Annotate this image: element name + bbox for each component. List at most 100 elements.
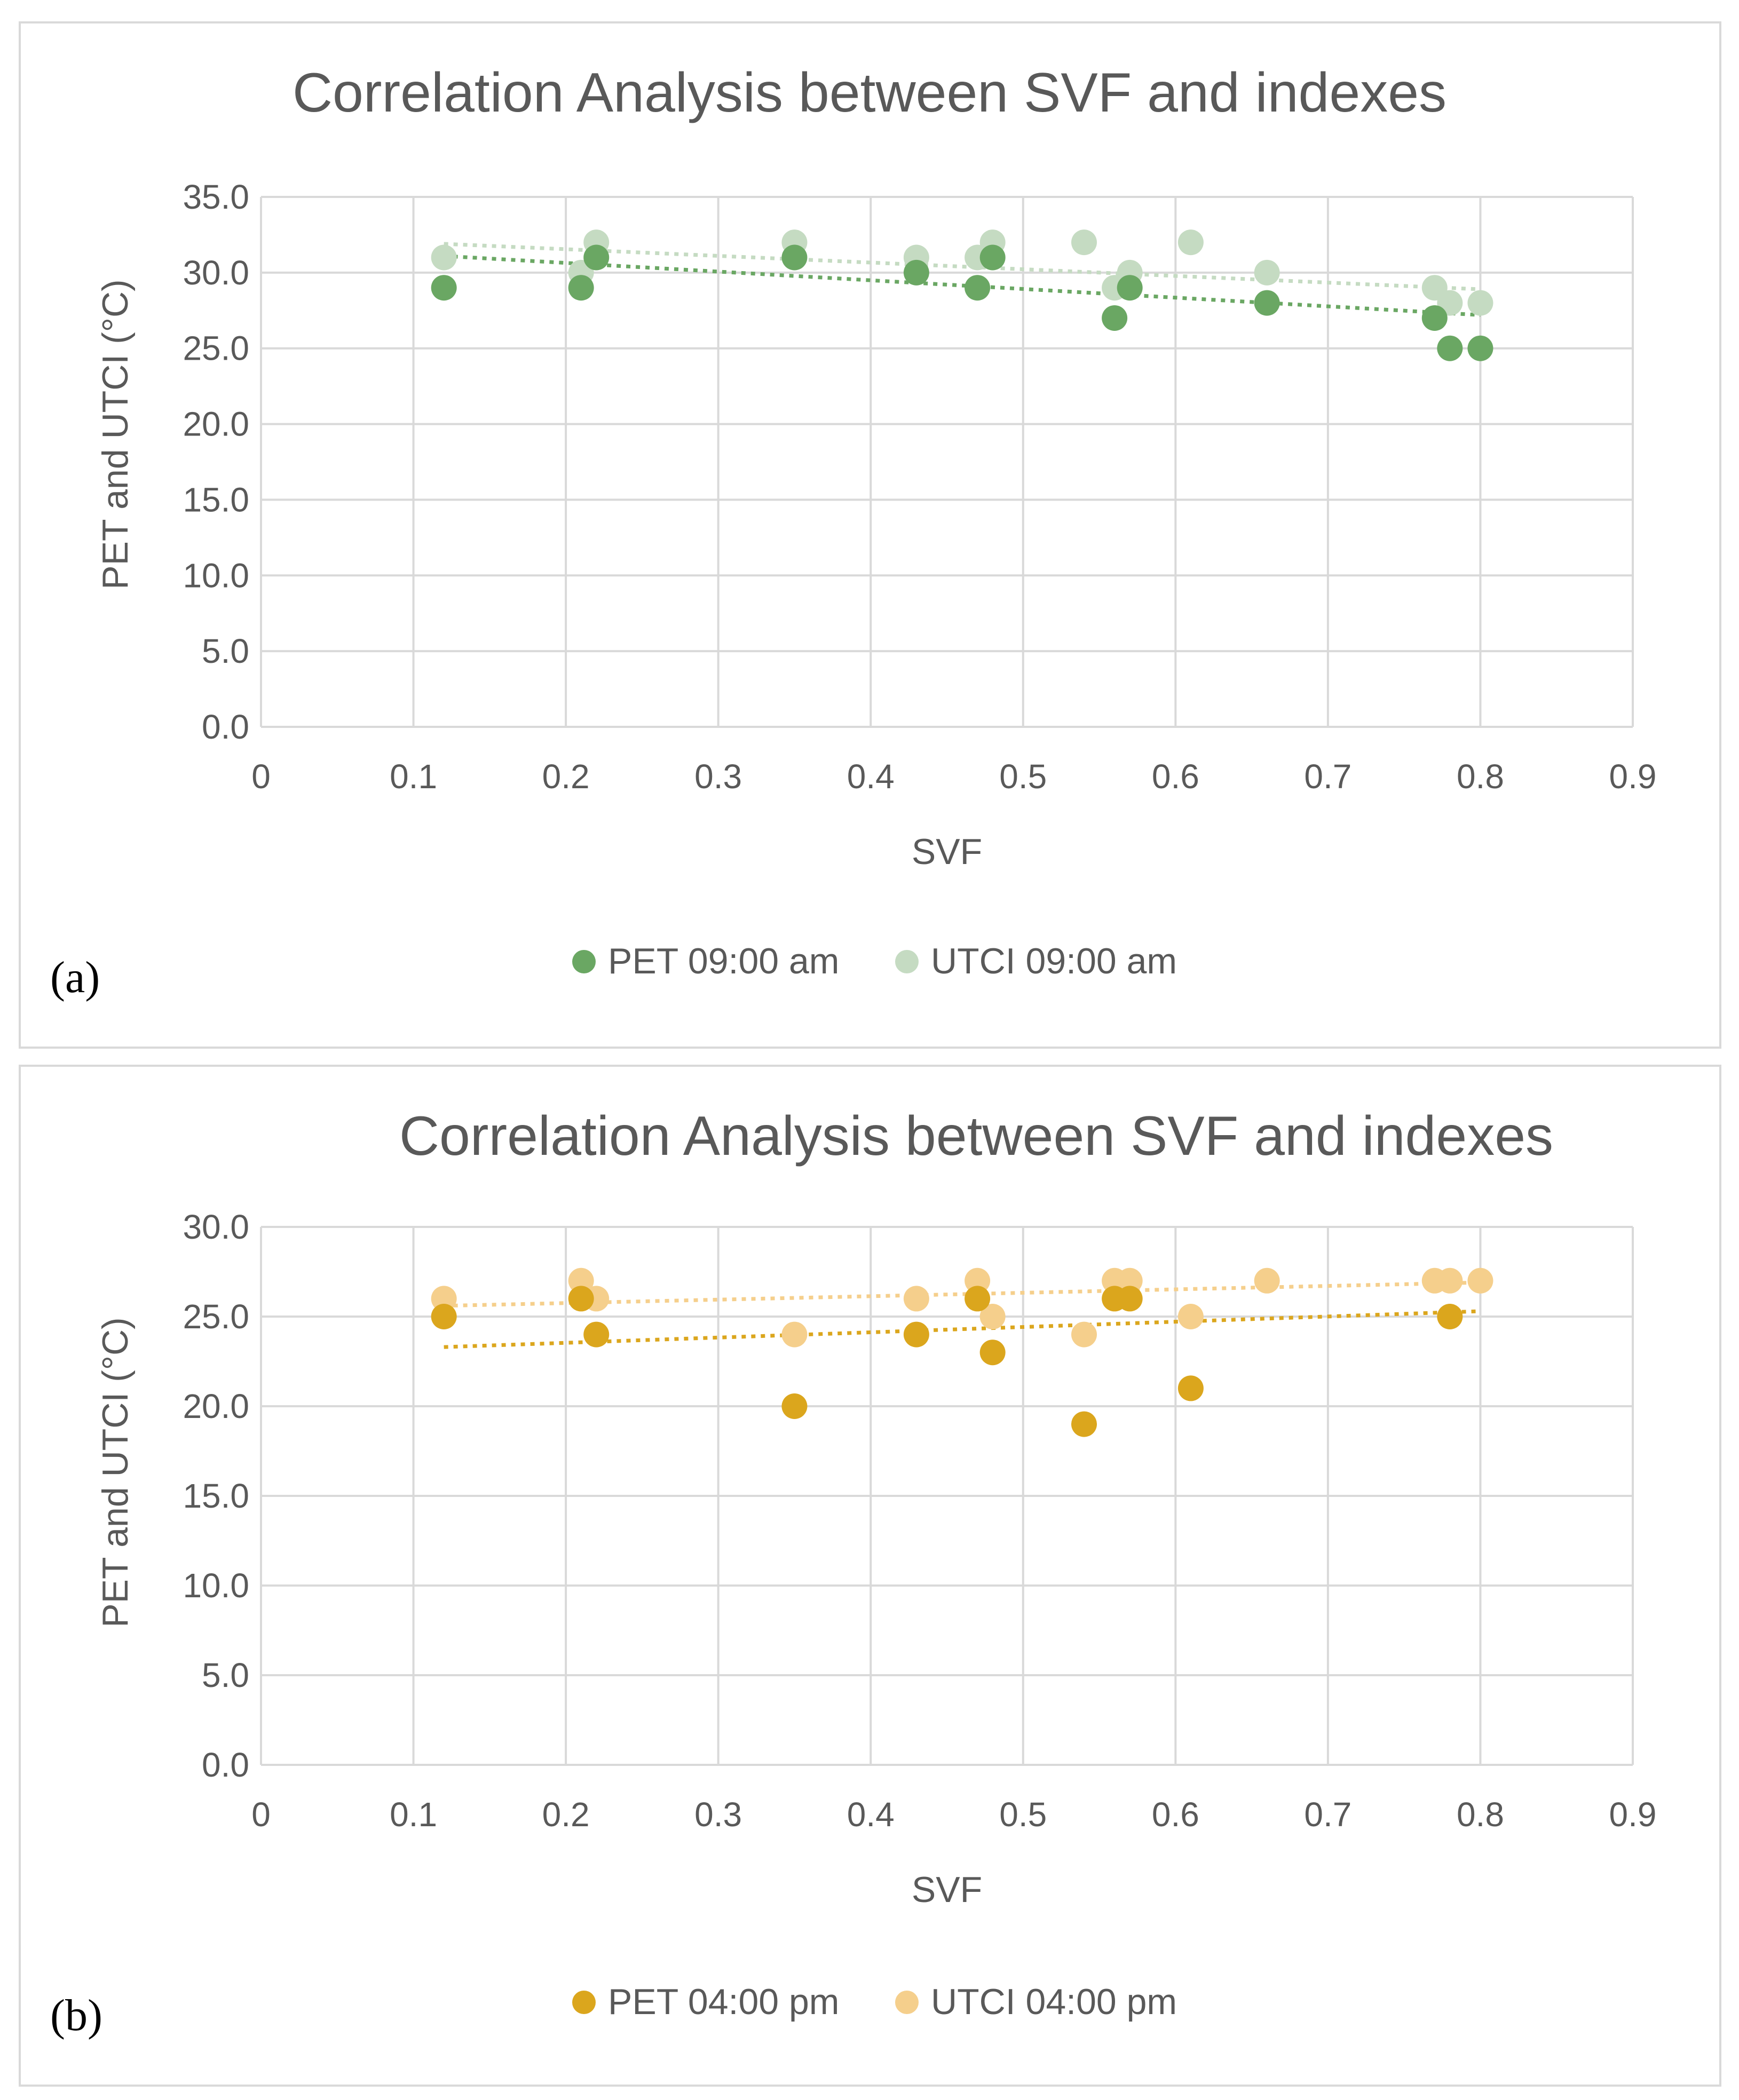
data-point: [431, 1304, 457, 1329]
x-tick-label: 0.7: [1304, 757, 1351, 796]
y-tick-label: 15.0: [183, 480, 249, 519]
x-axis-title: SVF: [912, 831, 982, 872]
data-point: [431, 1286, 457, 1312]
data-point: [431, 244, 457, 271]
data-point: [1437, 335, 1463, 361]
data-point: [1117, 1267, 1143, 1294]
data-point: [965, 1286, 991, 1312]
data-point: [903, 1321, 929, 1348]
legend-item: PET 04:00 pm: [572, 1982, 839, 2022]
legend-item: PET 09:00 am: [572, 941, 839, 981]
data-point: [965, 1267, 991, 1294]
data-point: [1437, 1304, 1463, 1329]
x-tick-label: 0.4: [847, 757, 895, 796]
data-point: [781, 244, 808, 271]
data-point: [431, 275, 457, 301]
y-tick-label: 15.0: [183, 1477, 249, 1515]
data-point: [979, 1340, 1006, 1366]
data-point: [1254, 1267, 1280, 1294]
data-point: [1177, 1304, 1204, 1329]
data-point: [1421, 305, 1448, 331]
panel-label: (b): [50, 1991, 102, 2040]
x-tick-label: 0.6: [1152, 757, 1199, 796]
panel-label: (a): [50, 953, 100, 1002]
x-tick-label: 0.5: [999, 1795, 1047, 1834]
legend-marker: [895, 950, 919, 973]
data-point: [1467, 335, 1493, 361]
data-point: [1437, 1267, 1463, 1294]
data-point: [1254, 290, 1280, 316]
x-tick-label: 0.9: [1609, 1795, 1657, 1834]
x-tick-label: 0.3: [694, 757, 742, 796]
data-point: [781, 1393, 808, 1419]
y-tick-label: 20.0: [183, 1387, 249, 1425]
x-tick-label: 0.2: [542, 1795, 590, 1834]
data-point: [965, 275, 991, 301]
data-point: [781, 1321, 808, 1348]
data-point: [568, 1286, 594, 1312]
data-point: [568, 1267, 594, 1294]
x-tick-label: 0.1: [390, 1795, 437, 1834]
scatter-chart-b: Correlation Analysis between SVF and ind…: [50, 1105, 1657, 2040]
data-point: [1071, 1411, 1097, 1437]
y-tick-label: 30.0: [183, 1208, 249, 1246]
y-tick-label: 0.0: [202, 1746, 249, 1784]
x-tick-label: 0.4: [847, 1795, 895, 1834]
data-point: [1467, 290, 1493, 316]
data-point: [979, 1304, 1006, 1329]
legend-label: UTCI 04:00 pm: [931, 1982, 1177, 2022]
x-tick-label: 0.3: [694, 1795, 742, 1834]
data-point: [1117, 1286, 1143, 1312]
y-tick-label: 25.0: [183, 329, 249, 368]
data-point: [1254, 259, 1280, 286]
legend-marker: [572, 1991, 596, 2014]
data-point: [568, 275, 594, 301]
legend-item: UTCI 09:00 am: [895, 941, 1177, 981]
y-axis-title: PET and UTCI (°C): [95, 1317, 136, 1627]
data-point: [903, 1286, 929, 1312]
scatter-chart-a: Correlation Analysis between SVF and ind…: [50, 62, 1657, 1002]
x-tick-label: 0.2: [542, 757, 590, 796]
data-point: [1467, 1267, 1493, 1294]
data-point: [1117, 275, 1143, 301]
x-tick-label: 0.8: [1457, 1795, 1504, 1834]
y-tick-label: 5.0: [202, 632, 249, 670]
chart-panel-a: Correlation Analysis between SVF and ind…: [19, 21, 1721, 1049]
y-tick-label: 0.0: [202, 708, 249, 746]
data-point: [1177, 1375, 1204, 1401]
legend-label: UTCI 09:00 am: [931, 941, 1177, 981]
legend-marker: [572, 950, 596, 973]
x-tick-label: 0.6: [1152, 1795, 1199, 1834]
y-tick-label: 30.0: [183, 253, 249, 292]
x-axis-title: SVF: [912, 1869, 982, 1910]
y-tick-label: 25.0: [183, 1297, 249, 1336]
y-tick-label: 35.0: [183, 178, 249, 216]
chart-title: Correlation Analysis between SVF and ind…: [293, 62, 1446, 124]
data-point: [583, 1321, 610, 1348]
legend-item: UTCI 04:00 pm: [895, 1982, 1177, 2022]
legend-label: PET 04:00 pm: [608, 1982, 839, 2022]
x-tick-label: 0.5: [999, 757, 1047, 796]
y-tick-label: 20.0: [183, 405, 249, 443]
x-tick-label: 0.1: [390, 757, 437, 796]
data-point: [583, 244, 610, 271]
data-point: [903, 259, 929, 286]
legend-label: PET 09:00 am: [608, 941, 839, 981]
chart-title: Correlation Analysis between SVF and ind…: [399, 1105, 1553, 1167]
data-point: [1177, 229, 1204, 256]
x-tick-label: 0.8: [1457, 757, 1504, 796]
y-tick-label: 10.0: [183, 1566, 249, 1605]
data-point: [1071, 229, 1097, 256]
data-point: [1071, 1321, 1097, 1348]
data-point: [979, 244, 1006, 271]
x-tick-label: 0: [251, 757, 271, 796]
trendline: [444, 254, 1481, 317]
y-tick-label: 10.0: [183, 556, 249, 595]
x-tick-label: 0.9: [1609, 757, 1657, 796]
x-tick-label: 0: [251, 1795, 271, 1834]
legend-marker: [895, 1991, 919, 2014]
chart-panel-b: Correlation Analysis between SVF and ind…: [19, 1065, 1721, 2087]
y-axis-title: PET and UTCI (°C): [95, 279, 136, 589]
y-tick-label: 5.0: [202, 1656, 249, 1694]
x-tick-label: 0.7: [1304, 1795, 1351, 1834]
